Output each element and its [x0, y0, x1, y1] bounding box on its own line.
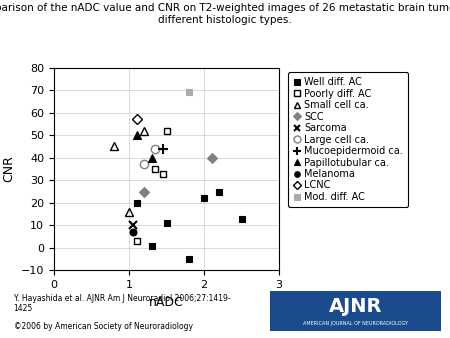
- Text: AMERICAN JOURNAL OF NEURORADIOLOGY: AMERICAN JOURNAL OF NEURORADIOLOGY: [303, 321, 408, 325]
- Text: Y. Hayashida et al. AJNR Am J Neuroradiol 2006;27:1419-
1425: Y. Hayashida et al. AJNR Am J Neuroradio…: [14, 294, 230, 313]
- X-axis label: nADC: nADC: [149, 296, 184, 309]
- Text: ©2006 by American Society of Neuroradiology: ©2006 by American Society of Neuroradiol…: [14, 322, 193, 331]
- Y-axis label: CNR: CNR: [2, 155, 15, 183]
- Text: Comparison of the nADC value and CNR on T2-weighted images of 26 metastatic brai: Comparison of the nADC value and CNR on …: [0, 3, 450, 25]
- Text: AJNR: AJNR: [329, 297, 382, 316]
- Legend: Well diff. AC, Poorly diff. AC, Small cell ca., SCC, Sarcoma, Large cell ca., Mu: Well diff. AC, Poorly diff. AC, Small ce…: [288, 72, 408, 207]
